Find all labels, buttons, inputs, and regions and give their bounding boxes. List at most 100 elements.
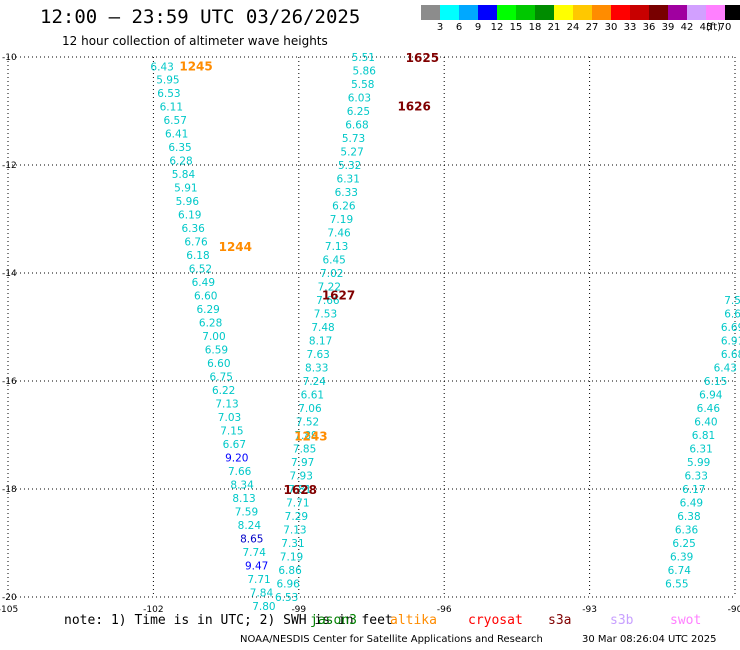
colorbar-label: 70 bbox=[718, 22, 732, 33]
data-point-label: 7.31 bbox=[281, 538, 304, 550]
data-point-label: 6.86 bbox=[278, 565, 302, 577]
data-point-label: 7.93 bbox=[290, 471, 313, 483]
data-point-label: 6.28 bbox=[169, 156, 192, 168]
y-tick-label: -12 bbox=[2, 161, 17, 171]
data-point-label: 6.45 bbox=[322, 255, 345, 267]
x-tick-label: -96 bbox=[437, 605, 452, 615]
data-point-label: 6.52 bbox=[189, 264, 212, 276]
data-point-label: 6.41 bbox=[165, 129, 188, 141]
colorbar-label: 12 bbox=[490, 22, 504, 33]
data-point-label: 6.33 bbox=[335, 187, 358, 199]
y-tick-label: -18 bbox=[2, 485, 17, 495]
data-point-label: 8.24 bbox=[238, 520, 262, 532]
data-point-label: 8.34 bbox=[230, 480, 254, 492]
data-point-label: 6.35 bbox=[168, 142, 191, 154]
x-tick-label: -102 bbox=[143, 605, 163, 615]
data-point-label: 9.20 bbox=[225, 453, 248, 465]
data-point-label: 5.96 bbox=[176, 196, 200, 208]
colorbar-label: 18 bbox=[528, 22, 542, 33]
colorbar-label: 45 bbox=[699, 22, 713, 33]
time-annotation: 1627 bbox=[322, 289, 355, 303]
data-point-label: 6.74 bbox=[668, 565, 692, 577]
colorbar-label: 27 bbox=[585, 22, 599, 33]
data-point-label: 7.00 bbox=[202, 331, 225, 343]
colorbar-swatch bbox=[668, 5, 687, 20]
data-point-label: 6.39 bbox=[670, 552, 693, 564]
data-point-label: 6.38 bbox=[677, 511, 700, 523]
data-point-label: 5.91 bbox=[174, 183, 197, 195]
data-point-label: 7.52 bbox=[296, 417, 319, 429]
chart-title: 12:00 — 23:59 UTC 03/26/2025 bbox=[40, 6, 361, 28]
x-tick-label: -90 bbox=[728, 605, 740, 615]
data-point-label: 6.49 bbox=[192, 277, 215, 289]
data-point-label: 6.25 bbox=[347, 106, 370, 118]
data-point-label: 6.91 bbox=[721, 336, 740, 348]
footer-credit: NOAA/NESDIS Center for Satellite Applica… bbox=[240, 634, 543, 645]
colorbar-label: 15 bbox=[509, 22, 523, 33]
time-annotation: 1243 bbox=[294, 430, 327, 444]
data-point-label: 7.13 bbox=[325, 241, 348, 253]
colorbar-swatch bbox=[440, 5, 459, 20]
data-point-label: 6.28 bbox=[199, 318, 222, 330]
data-point-label: 6.68 bbox=[345, 120, 368, 132]
data-point-label: 6.31 bbox=[337, 174, 360, 186]
data-point-label: 5.95 bbox=[156, 75, 179, 87]
data-point-label: 7.29 bbox=[285, 511, 308, 523]
data-point-label: 8.17 bbox=[309, 336, 332, 348]
data-point-label: 6.40 bbox=[694, 417, 717, 429]
data-point-label: 6.60 bbox=[194, 291, 217, 303]
data-point-label: 8.13 bbox=[232, 493, 255, 505]
data-point-label: 7.15 bbox=[220, 426, 243, 438]
x-tick-label: -105 bbox=[0, 605, 18, 615]
colorbar-swatch bbox=[516, 5, 535, 20]
data-point-label: 7.5 bbox=[724, 295, 740, 307]
data-point-label: 6.55 bbox=[665, 579, 688, 591]
data-point-label: 7.85 bbox=[293, 444, 316, 456]
data-point-label: 7.19 bbox=[280, 552, 303, 564]
data-point-label: 7.53 bbox=[314, 309, 337, 321]
data-point-label: 7.66 bbox=[228, 466, 252, 478]
colorbar-swatch bbox=[592, 5, 611, 20]
data-point-label: 6.81 bbox=[692, 430, 715, 442]
x-tick-label: -99 bbox=[291, 605, 306, 615]
x-tick-label: -93 bbox=[582, 605, 597, 615]
time-annotation: 1244 bbox=[219, 240, 252, 254]
colorbar-label: 33 bbox=[623, 22, 637, 33]
data-point-label: 7.24 bbox=[303, 376, 327, 388]
footer-timestamp: 30 Mar 08:26:04 UTC 2025 bbox=[582, 634, 717, 645]
data-point-label: 5.51 bbox=[352, 52, 375, 64]
colorbar-label: 6 bbox=[455, 22, 463, 33]
data-point-label: 9.47 bbox=[245, 561, 268, 573]
data-point-label: 7.22 bbox=[318, 282, 341, 294]
data-point-label: 7.80 bbox=[252, 601, 275, 613]
colorbar-units: (ft) bbox=[706, 22, 722, 33]
data-point-label: 8.33 bbox=[305, 363, 328, 375]
data-point-label: 6.03 bbox=[348, 93, 371, 105]
data-point-label: 6.96 bbox=[276, 579, 300, 591]
colorbar-swatch bbox=[421, 5, 440, 20]
data-point-label: 6.94 bbox=[699, 390, 723, 402]
satellite-legend-s3b: s3b bbox=[610, 613, 634, 628]
colorbar-swatch bbox=[497, 5, 516, 20]
colorbar-swatch bbox=[687, 5, 706, 20]
data-point-label: 6.11 bbox=[160, 102, 183, 114]
data-point-label: 6.49 bbox=[680, 498, 703, 510]
data-point-label: 7.71 bbox=[286, 498, 309, 510]
colorbar-label: 39 bbox=[661, 22, 675, 33]
data-point-label: 6.19 bbox=[178, 210, 201, 222]
colorbar-label: 21 bbox=[547, 22, 561, 33]
data-point-label: 6.53 bbox=[157, 88, 180, 100]
footer-note: note: 1) Time is in UTC; 2) SWH is in fe… bbox=[64, 613, 393, 628]
data-point-label: 7.74 bbox=[243, 547, 267, 559]
colorbar-swatch bbox=[725, 5, 740, 20]
time-annotation: 1245 bbox=[179, 60, 212, 74]
colorbar-swatch bbox=[554, 5, 573, 20]
colorbar-swatch bbox=[706, 5, 725, 20]
data-point-label: 6.43 bbox=[150, 62, 173, 74]
data-point-label: 7.19 bbox=[330, 214, 353, 226]
data-point-label: 7.03 bbox=[218, 412, 241, 424]
data-point-label: 5.27 bbox=[340, 147, 363, 159]
colorbar-swatch bbox=[459, 5, 478, 20]
